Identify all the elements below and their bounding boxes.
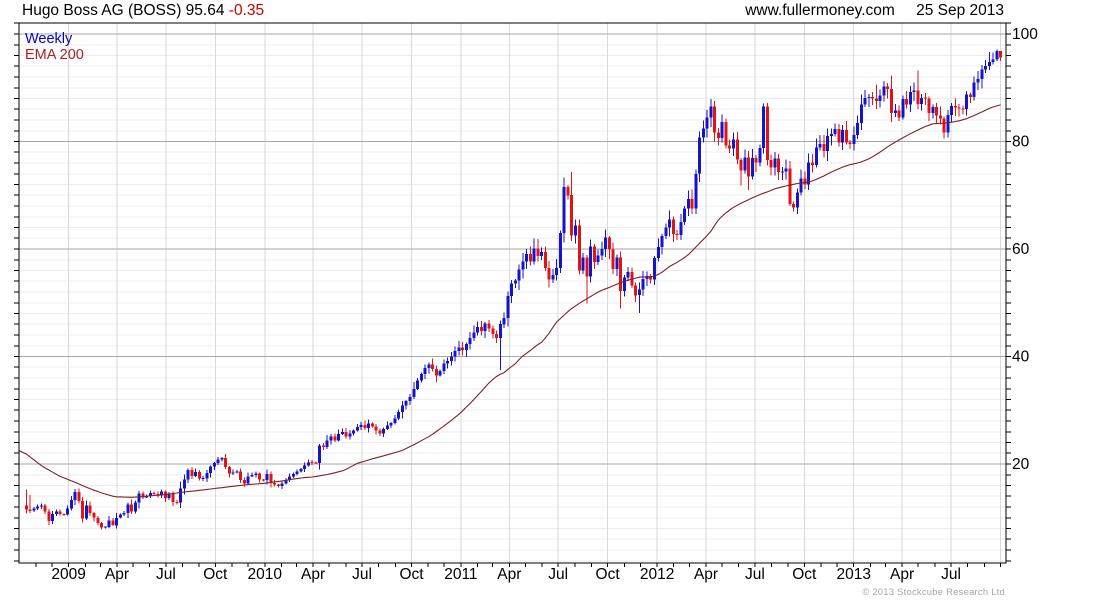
svg-text:Apr: Apr xyxy=(497,566,521,583)
svg-text:2012: 2012 xyxy=(640,566,674,583)
svg-text:Apr: Apr xyxy=(890,566,914,583)
svg-text:Hugo Boss AG (BOSS) 95.64 -0.3: Hugo Boss AG (BOSS) 95.64 -0.35 xyxy=(22,2,264,19)
svg-text:Jul: Jul xyxy=(548,566,568,583)
svg-text:Apr: Apr xyxy=(694,566,718,583)
svg-text:EMA 200: EMA 200 xyxy=(25,47,84,63)
svg-text:Jul: Jul xyxy=(352,566,372,583)
svg-text:40: 40 xyxy=(1012,349,1030,366)
svg-text:www.fullermoney.com: www.fullermoney.com xyxy=(744,2,895,19)
svg-text:Apr: Apr xyxy=(105,566,129,583)
svg-text:Jul: Jul xyxy=(745,566,765,583)
svg-text:Weekly: Weekly xyxy=(25,31,73,47)
svg-text:60: 60 xyxy=(1012,241,1030,258)
svg-text:Jul: Jul xyxy=(941,566,961,583)
svg-text:2011: 2011 xyxy=(444,566,477,583)
svg-text:25 Sep 2013: 25 Sep 2013 xyxy=(916,2,1004,19)
svg-text:Oct: Oct xyxy=(399,566,424,583)
svg-text:Apr: Apr xyxy=(301,566,325,583)
svg-text:© 2013 Stockcube Research Ltd: © 2013 Stockcube Research Ltd xyxy=(862,587,1005,598)
svg-text:Jul: Jul xyxy=(156,566,176,583)
svg-text:Oct: Oct xyxy=(792,566,817,583)
svg-text:80: 80 xyxy=(1012,134,1030,151)
svg-text:2009: 2009 xyxy=(51,566,85,583)
svg-text:2010: 2010 xyxy=(248,566,283,583)
svg-text:100: 100 xyxy=(1012,26,1038,43)
svg-text:Oct: Oct xyxy=(203,566,228,583)
svg-text:2013: 2013 xyxy=(836,566,870,583)
svg-text:Oct: Oct xyxy=(596,566,621,583)
svg-text:20: 20 xyxy=(1012,456,1030,473)
